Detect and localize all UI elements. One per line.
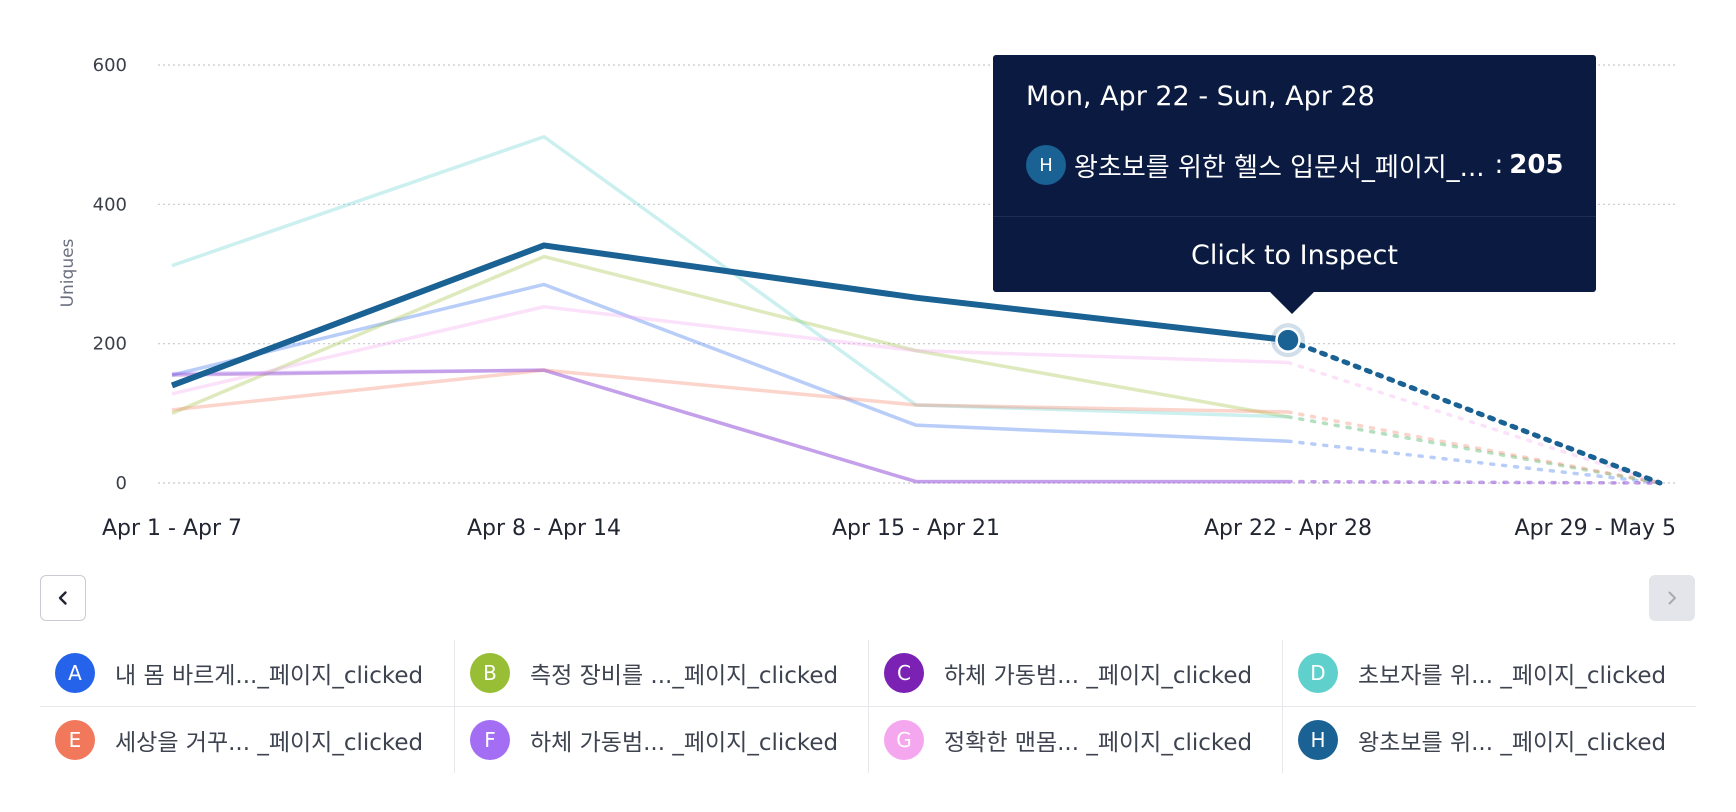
x-tick-label: Apr 22 - Apr 28 [1204, 516, 1372, 541]
y-tick-label: 200 [93, 334, 127, 355]
legend-item-h[interactable]: H 왕초보를 위... _페이지_clicked [1282, 707, 1696, 773]
series-line-c [171, 368, 1662, 485]
y-tick-label: 600 [93, 55, 127, 76]
next-page-button[interactable] [1649, 575, 1695, 621]
x-tick-label: Apr 1 - Apr 7 [102, 516, 242, 541]
x-tick-label: Apr 29 - May 5 [1515, 516, 1676, 541]
series-line-b [171, 254, 1662, 485]
legend-item-g[interactable]: G 정확한 맨몸... _페이지_clicked [868, 707, 1282, 773]
legend-label: 하체 가동범... _페이지_clicked [944, 663, 1253, 689]
series-solid-segment [171, 304, 1289, 396]
series-lines [170, 135, 1663, 486]
legend-badge: D [1298, 653, 1338, 693]
hover-marker [1271, 323, 1305, 358]
legend-badge: B [470, 653, 510, 693]
legend-label: 내 몸 바르게..._페이지_clicked [115, 663, 424, 689]
chevron-left-icon [58, 591, 67, 605]
series-incomplete-segment [1286, 415, 1662, 485]
tooltip-date-range: Mon, Apr 22 - Sun, Apr 28 [1026, 81, 1375, 112]
series-line-a [171, 282, 1662, 485]
series-incomplete-segment [1286, 479, 1662, 485]
tooltip[interactable]: Mon, Apr 22 - Sun, Apr 28 H 왕초보를 위한 헬스 입… [993, 55, 1596, 314]
inspect-button[interactable]: Click to Inspect [1191, 240, 1398, 271]
series-solid-segment [171, 368, 1288, 484]
legend-badge: F [470, 720, 510, 760]
series-solid-segment [171, 368, 1288, 484]
series-incomplete-segment [1286, 439, 1662, 485]
line-chart: Uniques 0 200 400 600 Apr 1 - Apr 7 Apr 8 - … [58, 55, 1678, 541]
series-line-g [171, 304, 1662, 485]
y-tick-label: 400 [93, 194, 127, 215]
legend-item-c[interactable]: C 하체 가동범... _페이지_clicked [868, 640, 1282, 706]
x-tick-label: Apr 15 - Apr 21 [832, 516, 1000, 541]
legend-badge: A [55, 653, 95, 693]
series-solid-segment [171, 254, 1289, 419]
series-incomplete-segment [1286, 410, 1662, 485]
legend-label: 세상을 거꾸... _페이지_clicked [115, 730, 424, 756]
chevron-right-icon [1668, 591, 1676, 605]
y-axis-ticks: 0 200 400 600 [93, 55, 127, 494]
x-tick-label: Apr 8 - Apr 14 [467, 516, 621, 541]
x-axis-ticks: Apr 1 - Apr 7 Apr 8 - Apr 14 Apr 15 - Apr … [102, 516, 1676, 541]
series-incomplete-segment [1285, 337, 1663, 486]
legend-item-a[interactable]: A 내 몸 바르게..._페이지_clicked [40, 640, 454, 706]
series-solid-segment [171, 368, 1289, 414]
series-line-h [170, 242, 1663, 486]
tooltip-divider [993, 216, 1596, 217]
legend-badge: G [884, 720, 924, 760]
series-solid-segment [170, 242, 1289, 389]
legend-row: A 내 몸 바르게..._페이지_clicked B 측정 장비를 ..._페이지_c… [40, 640, 1696, 707]
tooltip-pointer [1270, 292, 1314, 314]
hover-point[interactable] [1275, 327, 1301, 353]
tooltip-colon: : [1494, 150, 1504, 180]
legend-item-b[interactable]: B 측정 장비를 ..._페이지_clicked [454, 640, 868, 706]
tooltip-series-row: H 왕초보를 위한 헬스 입문서_페이지_... : 205 [1026, 145, 1564, 185]
series-line-e [171, 368, 1662, 485]
legend-label: 왕초보를 위... _페이지_clicked [1358, 730, 1667, 756]
tooltip-value: 205 [1509, 150, 1564, 180]
legend-row: E 세상을 거꾸... _페이지_clicked F 하체 가동범... _페이지_c… [40, 707, 1696, 773]
legend-item-d[interactable]: D 초보자를 위... _페이지_clicked [1282, 640, 1696, 706]
series-incomplete-segment [1286, 479, 1662, 485]
y-tick-label: 0 [116, 473, 127, 494]
series-solid-segment [171, 282, 1289, 443]
legend-label: 초보자를 위... _페이지_clicked [1358, 663, 1667, 689]
series-line-f [171, 368, 1662, 485]
legend: A 내 몸 바르게..._페이지_clicked B 측정 장비를 ..._페이지_c… [40, 640, 1696, 773]
legend-label: 정확한 맨몸... _페이지_clicked [944, 730, 1253, 756]
series-incomplete-segment [1286, 415, 1662, 485]
legend-label: 측정 장비를 ..._페이지_clicked [530, 663, 839, 689]
legend-badge: E [55, 720, 95, 760]
legend-label: 하체 가동범... _페이지_clicked [530, 730, 839, 756]
legend-badge: C [884, 653, 924, 693]
series-incomplete-segment [1286, 360, 1662, 485]
legend-badge: H [1298, 720, 1338, 760]
tooltip-series-badge: H [1026, 145, 1066, 185]
tooltip-series-name: 왕초보를 위한 헬스 입문서_페이지_... [1074, 152, 1485, 183]
previous-page-button[interactable] [40, 575, 86, 621]
legend-item-f[interactable]: F 하체 가동범... _페이지_clicked [454, 707, 868, 773]
y-axis-label: Uniques [58, 238, 78, 307]
legend-item-e[interactable]: E 세상을 거꾸... _페이지_clicked [40, 707, 454, 773]
